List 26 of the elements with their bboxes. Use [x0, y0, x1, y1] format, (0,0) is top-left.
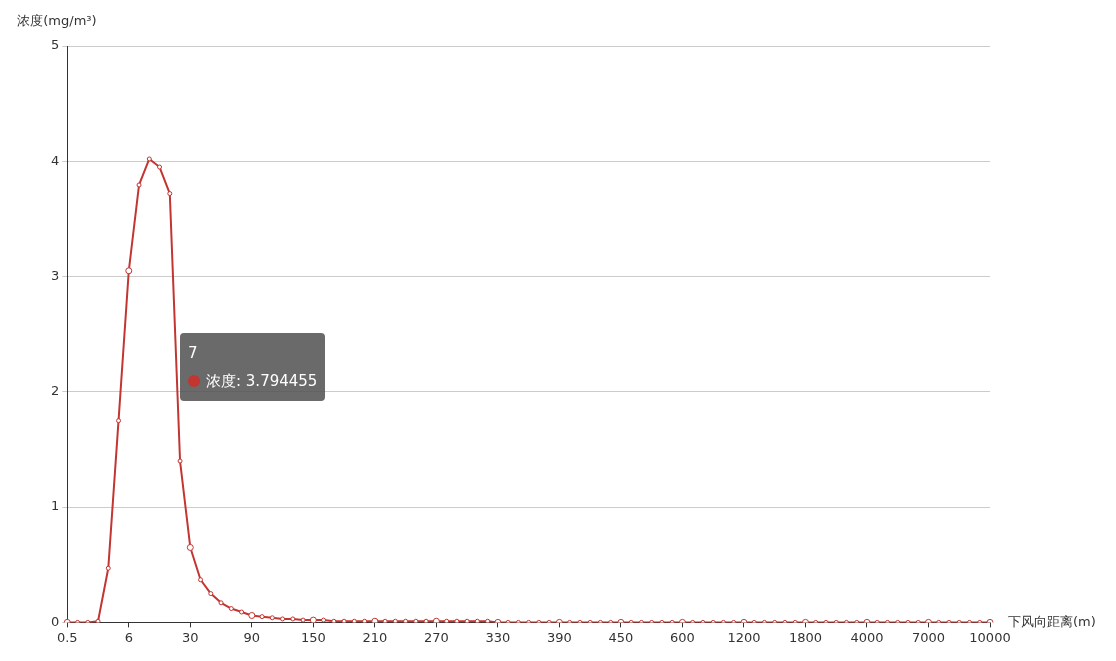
x-tick-label: 30 [182, 629, 199, 645]
y-tick-label: 4 [50, 152, 60, 168]
x-tick-label: 210 [362, 629, 388, 645]
x-tick-label: 600 [670, 629, 695, 645]
x-axis-title: 下风向距离(m) [1008, 613, 1096, 629]
x-tick-label: 6 [124, 629, 133, 645]
x-tick-label: 150 [300, 629, 326, 645]
x-tick-label: 4000 [850, 629, 884, 645]
x-tick-label: 1200 [727, 629, 761, 645]
y-tick-label: 3 [50, 267, 60, 283]
x-tick-label: 0.5 [56, 629, 78, 645]
x-tick-label: 450 [608, 629, 634, 645]
y-tick-label: 1 [50, 498, 60, 514]
x-tick-label: 10000 [969, 629, 1011, 645]
y-tick-label: 0 [50, 613, 60, 629]
y-axis-title: 浓度(mg/m³) [17, 12, 97, 28]
x-tick-label: 7000 [911, 629, 946, 645]
x-tick-label: 390 [546, 629, 572, 645]
x-tick-label: 330 [485, 629, 511, 645]
x-tick-label: 90 [243, 629, 261, 645]
y-tick-label: 5 [50, 37, 60, 53]
annotation: 7 [188, 343, 198, 364]
x-tick-label: 1800 [788, 629, 822, 645]
annotation: 浓度: 3.794455 [206, 371, 318, 392]
y-tick-label: 2 [50, 383, 60, 399]
x-tick-label: 270 [423, 629, 449, 645]
